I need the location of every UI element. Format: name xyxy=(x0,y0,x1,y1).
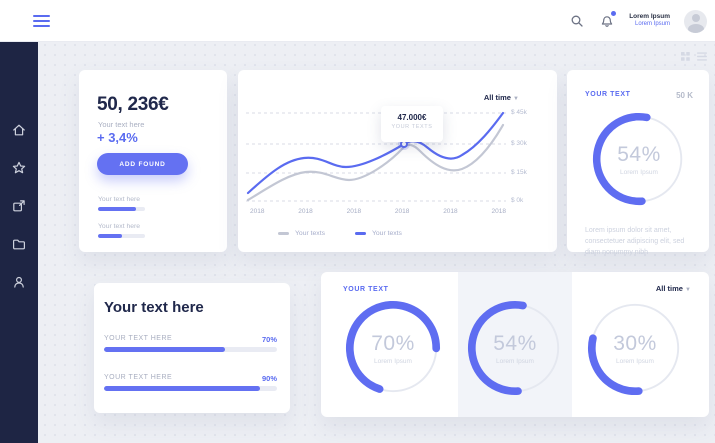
user-role: Lorem Ipsum xyxy=(634,21,670,28)
list-view-icon[interactable] xyxy=(697,52,707,61)
sidebar-item-home[interactable] xyxy=(11,122,27,138)
balance-caption: Your text here xyxy=(98,120,145,129)
chart-tooltip: 47.000€ YOUR TEXTS xyxy=(381,106,443,142)
y-tick: $ 30k xyxy=(511,140,527,147)
balance-bar-label: Your text here xyxy=(98,196,141,203)
progress-card: Your text here YOUR TEXT HERE 70% YOUR T… xyxy=(94,283,290,413)
sidebar xyxy=(0,42,38,443)
x-tick: 2018 xyxy=(250,208,265,215)
donut-percent: 30% xyxy=(613,331,657,355)
gauge-description: Lorem ipsum dolor sit amet, consectetuer… xyxy=(585,227,685,256)
progress-bar xyxy=(104,347,277,352)
progress-card-title: Your text here xyxy=(104,299,204,316)
folder-icon xyxy=(13,239,25,250)
user-menu[interactable]: Lorem Ipsum Lorem Ipsum xyxy=(629,13,670,29)
gauge-card-value: 50 K xyxy=(676,91,693,100)
legend-item-blue[interactable]: Your texts xyxy=(354,230,402,237)
gauge-donut: 54% Lorem Ipsum xyxy=(592,112,686,206)
star-icon xyxy=(12,161,26,174)
donut-70: 70% Lorem Ipsum xyxy=(345,300,441,396)
user-icon xyxy=(14,276,24,288)
x-tick: 2018 xyxy=(298,208,313,215)
balance-delta: + 3,4% xyxy=(97,130,138,145)
donut-percent: 70% xyxy=(371,331,415,355)
export-icon xyxy=(13,200,25,212)
sidebar-item-favorites[interactable] xyxy=(11,160,27,176)
avatar-body xyxy=(687,23,704,33)
tooltip-value: 47.000€ xyxy=(397,113,427,122)
sidebar-item-export[interactable] xyxy=(11,198,27,214)
notification-dot xyxy=(611,11,617,16)
line-chart-card: All time ▼ $ 45k $ 30k $ 15k $ 0k 47.0 xyxy=(238,70,557,252)
balance-bar-fill xyxy=(98,207,136,211)
time-filter-dropdown[interactable]: All time ▼ xyxy=(484,93,519,102)
progress-bar-fill xyxy=(104,347,226,352)
progress-bar xyxy=(104,386,277,391)
balance-card: 50, 236€ Your text here + 3,4% ADD FOUND… xyxy=(79,70,227,252)
x-axis: 2018 2018 2018 2018 2018 2018 xyxy=(250,208,506,215)
tooltip-label: YOUR TEXTS xyxy=(391,124,433,130)
sidebar-item-files[interactable] xyxy=(11,236,27,252)
view-toggle xyxy=(681,52,707,61)
add-found-button[interactable]: ADD FOUND xyxy=(97,153,188,175)
menu-icon[interactable] xyxy=(33,15,50,27)
donut-30: 30% Lorem Ipsum xyxy=(587,300,683,396)
top-bar-right: Lorem Ipsum Lorem Ipsum xyxy=(569,0,707,42)
balance-bar xyxy=(98,234,145,238)
series-line-blue xyxy=(246,111,505,195)
legend-swatch-gray xyxy=(278,232,289,235)
avatar-head xyxy=(691,14,700,22)
gauge-sublabel: Lorem Ipsum xyxy=(620,168,658,176)
y-tick: $ 0k xyxy=(511,197,524,204)
donut-sublabel: Lorem Ipsum xyxy=(496,357,534,365)
progress-bar-fill xyxy=(104,386,260,391)
x-tick: 2018 xyxy=(394,208,410,215)
gauge-card-title: YOUR TEXT xyxy=(585,91,631,98)
gauge-card: YOUR TEXT 50 K 54% Lorem Ipsum Lorem ips… xyxy=(567,70,709,256)
time-filter-dropdown[interactable]: All time ▼ xyxy=(656,284,691,293)
donuts-card: YOUR TEXT All time ▼ 70% Lorem Ipsum 54%… xyxy=(321,272,709,417)
top-bar: Lorem Ipsum Lorem Ipsum xyxy=(0,0,715,42)
donut-percent: 54% xyxy=(493,331,537,355)
line-chart-plot xyxy=(246,111,506,202)
x-tick: 2018 xyxy=(491,208,506,215)
chevron-down-icon: ▼ xyxy=(513,96,519,102)
user-name: Lorem Ipsum xyxy=(629,13,670,21)
balance-bar-label: Your text here xyxy=(98,223,141,230)
grid-view-icon[interactable] xyxy=(681,52,690,61)
chart-legend: Your texts Your texts xyxy=(278,230,402,237)
x-tick: 2018 xyxy=(443,208,458,215)
balance-bar xyxy=(98,207,145,211)
y-tick: $ 45k xyxy=(511,109,527,116)
avatar[interactable] xyxy=(684,9,707,33)
search-icon[interactable] xyxy=(569,13,585,29)
progress-row-percent: 70% xyxy=(261,335,277,344)
x-tick: 2018 xyxy=(346,208,362,215)
time-filter-label: All time xyxy=(655,284,683,293)
donut-sublabel: Lorem Ipsum xyxy=(374,357,412,365)
y-tick: $ 15k xyxy=(511,169,527,176)
gauge-percent: 54% xyxy=(617,142,661,166)
notifications-bell-icon[interactable] xyxy=(599,11,617,29)
progress-row-percent: 90% xyxy=(261,374,277,383)
legend-swatch-blue xyxy=(354,232,366,235)
donut-54: 54% Lorem Ipsum xyxy=(467,300,563,396)
legend-label: Your texts xyxy=(295,230,325,237)
legend-item-gray[interactable]: Your texts xyxy=(278,230,325,237)
balance-bar-fill xyxy=(98,234,122,238)
home-icon xyxy=(13,124,25,136)
legend-label: Your texts xyxy=(371,230,402,237)
donuts-card-title: YOUR TEXT xyxy=(343,286,389,293)
donut-sublabel: Lorem Ipsum xyxy=(616,357,654,365)
balance-amount: 50, 236€ xyxy=(97,94,169,115)
progress-row-label: YOUR TEXT HERE xyxy=(104,374,173,381)
series-line-gray xyxy=(246,123,505,202)
sidebar-item-profile[interactable] xyxy=(11,274,27,290)
time-filter-label: All time xyxy=(483,93,511,102)
chevron-down-icon: ▼ xyxy=(685,287,691,293)
progress-row-label: YOUR TEXT HERE xyxy=(104,335,173,342)
